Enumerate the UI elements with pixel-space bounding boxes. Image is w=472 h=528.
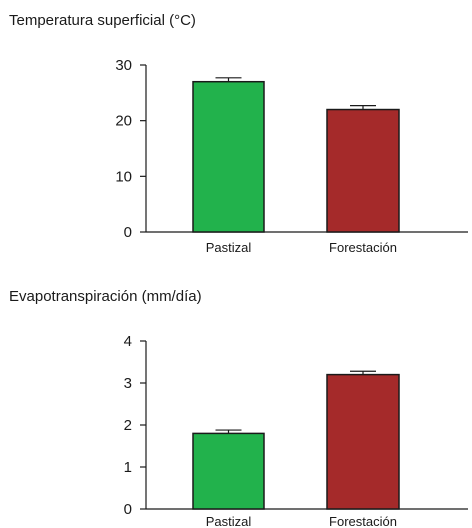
x-category-label: Pastizal [206, 514, 252, 528]
y-tick-label: 10 [115, 168, 132, 185]
x-category-label: Forestación [329, 240, 397, 255]
y-tick-label: 20 [115, 113, 132, 130]
bar-forestación [326, 373, 400, 510]
x-category-label: Forestación [329, 514, 397, 528]
y-tick-label: 0 [124, 501, 132, 518]
bar-pastizal [192, 80, 265, 233]
y-tick-label: 0 [124, 224, 132, 241]
y-tick-label: 30 [115, 57, 132, 74]
chart-title-temperature: Temperatura superficial (°C) [9, 12, 196, 29]
chart-title-evapotranspiration: Evapotranspiración (mm/día) [9, 288, 202, 305]
y-tick-label: 1 [124, 459, 132, 476]
y-tick-label: 2 [124, 417, 132, 434]
y-tick-label: 4 [124, 333, 132, 350]
bar-pastizal [192, 432, 265, 510]
x-category-label: Pastizal [206, 240, 252, 255]
y-tick-label: 3 [124, 375, 132, 392]
bar-forestación [326, 108, 400, 233]
